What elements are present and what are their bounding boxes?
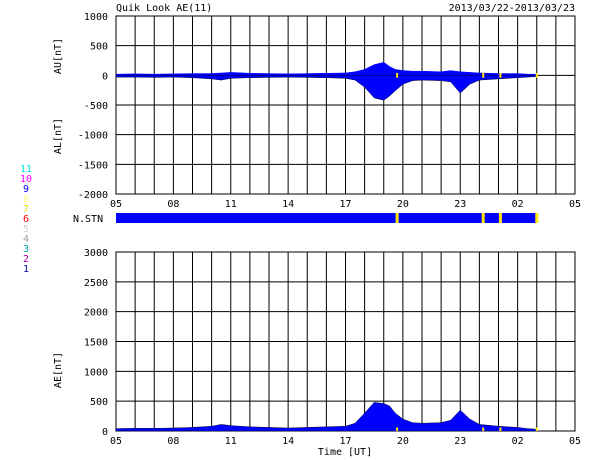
legend-label: 8 bbox=[23, 194, 29, 205]
au-al-xtick-label: 05 bbox=[110, 199, 122, 210]
date-range: 2013/03/22-2013/03/23 bbox=[449, 3, 575, 14]
nstn-gap-marker bbox=[395, 213, 399, 223]
legend-label: 4 bbox=[23, 234, 29, 245]
x-axis-label: Time [UT] bbox=[318, 447, 372, 458]
legend-label: 7 bbox=[23, 204, 29, 215]
au-al-xtick-label: 14 bbox=[282, 199, 294, 210]
au-al-ytick-label: 500 bbox=[90, 42, 108, 53]
au-al-ytick-label: -1500 bbox=[78, 160, 108, 171]
station-count-bar bbox=[116, 213, 539, 223]
au-al-ytick-label: -1000 bbox=[78, 131, 108, 142]
au-al-ytick-label: -500 bbox=[84, 101, 108, 112]
au-al-xtick-label: 20 bbox=[397, 199, 409, 210]
au-axis-label: AU[nT] bbox=[53, 38, 64, 74]
ae-series-area bbox=[115, 402, 537, 432]
ae-xtick-label: 02 bbox=[512, 436, 524, 447]
au-al-xtick-label: 23 bbox=[454, 199, 466, 210]
au-al-xtick-label: 05 bbox=[569, 199, 581, 210]
legend-label: 5 bbox=[23, 224, 29, 235]
ae-ytick-label: 0 bbox=[102, 427, 108, 438]
ae-ytick-label: 1000 bbox=[84, 367, 108, 378]
au-al-xtick-label: 17 bbox=[339, 199, 351, 210]
nstn-gap-marker bbox=[481, 213, 485, 223]
au-al-xtick-label: 02 bbox=[512, 199, 524, 210]
legend-label: 11 bbox=[20, 164, 32, 175]
legend-label: 9 bbox=[23, 184, 29, 195]
ae-xtick-label: 23 bbox=[454, 436, 466, 447]
legend-label: 6 bbox=[23, 214, 29, 225]
ae-xtick-label: 17 bbox=[339, 436, 351, 447]
au-al-ytick-label: 1000 bbox=[84, 12, 108, 23]
ae-ytick-label: 1500 bbox=[84, 338, 108, 349]
ae-xtick-label: 11 bbox=[225, 436, 237, 447]
au-al-ytick-label: -2000 bbox=[78, 190, 108, 201]
nstn-bar-fill bbox=[116, 213, 537, 223]
au-series-area bbox=[115, 62, 537, 76]
ae-ytick-label: 3000 bbox=[84, 248, 108, 259]
nstn-gap-marker bbox=[535, 213, 539, 223]
al-series-area bbox=[115, 75, 537, 101]
ae-ytick-label: 500 bbox=[90, 397, 108, 408]
legend-label: 3 bbox=[23, 244, 29, 255]
legend-label: 2 bbox=[23, 254, 29, 265]
au-al-xtick-label: 11 bbox=[225, 199, 237, 210]
nstn-gap-marker bbox=[498, 213, 502, 223]
legend-label: 1 bbox=[23, 264, 29, 275]
ae-xtick-label: 08 bbox=[167, 436, 179, 447]
ae-ytick-label: 2500 bbox=[84, 278, 108, 289]
au-al-xtick-label: 08 bbox=[167, 199, 179, 210]
legend-label: 10 bbox=[20, 174, 32, 185]
ae-axis-label: AE[nT] bbox=[53, 352, 64, 388]
chart-title: Quik Look AE(11) bbox=[116, 3, 212, 14]
ae-xtick-label: 20 bbox=[397, 436, 409, 447]
al-axis-label: AL[nT] bbox=[53, 118, 64, 154]
nstn-label: N.STN bbox=[73, 214, 103, 225]
ae-ytick-label: 2000 bbox=[84, 308, 108, 319]
ae-xtick-label: 14 bbox=[282, 436, 294, 447]
ae-xtick-label: 05 bbox=[110, 436, 122, 447]
ae-xtick-label: 05 bbox=[569, 436, 581, 447]
au-al-frame bbox=[115, 15, 576, 195]
au-al-ytick-label: 0 bbox=[102, 71, 108, 82]
